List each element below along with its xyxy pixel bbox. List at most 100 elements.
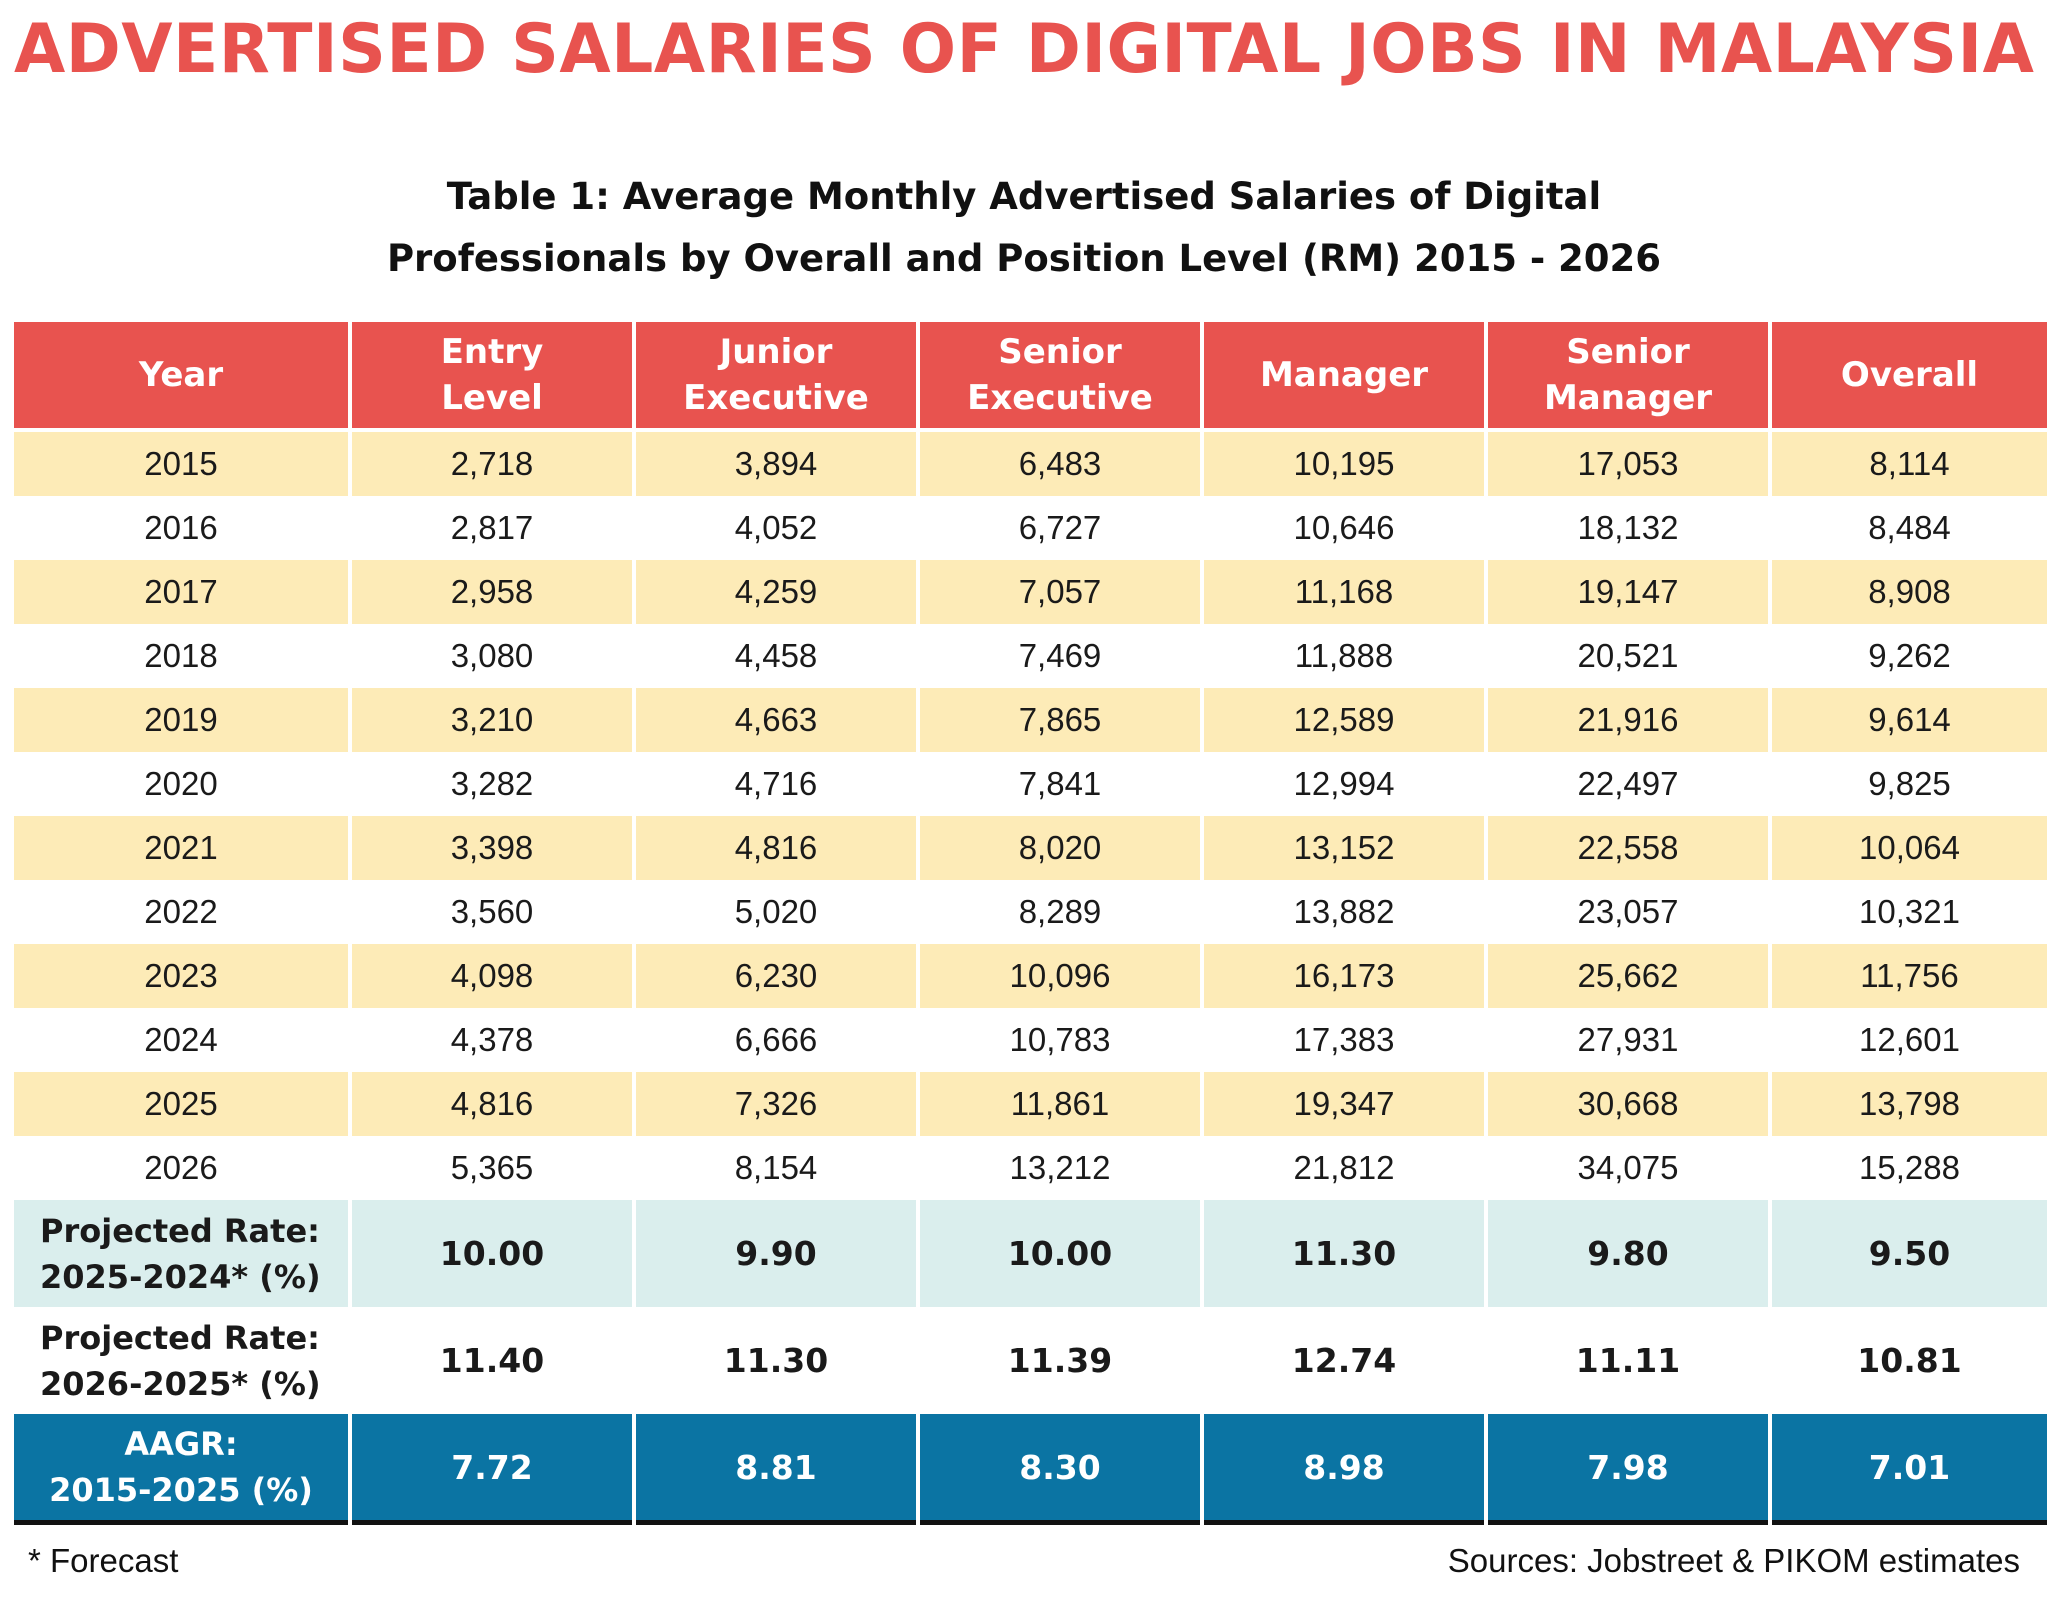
salary-cell: 8,154 [636, 1136, 916, 1200]
rate-cell: 8.81 [636, 1414, 916, 1525]
column-header: Senior Manager [1488, 322, 1768, 432]
column-header-line-1: Overall [1840, 355, 1979, 395]
salary-cell: 4,378 [352, 1008, 632, 1072]
salary-cell: 21,812 [1204, 1136, 1484, 1200]
column-header-line-1: Manager [1259, 355, 1429, 395]
salary-cell: 3,894 [636, 432, 916, 496]
table-row: 2016 2,817 4,052 6,727 10,646 18,132 8,484 [14, 496, 2047, 560]
salary-cell: 4,098 [352, 944, 632, 1008]
salary-cell: 15,288 [1772, 1136, 2047, 1200]
column-header: Manager [1204, 322, 1484, 432]
salary-cell: 13,798 [1772, 1072, 2047, 1136]
table-header-row: Year Entry Level Junior Executive Senior Execu… [14, 322, 2047, 432]
projected-rate-2025-row: Projected Rate: 2025-2024* (%) 10.00 9.90 10… [14, 1200, 2047, 1307]
summary-label-line-1: Projected Rate: [40, 1318, 320, 1357]
table-row: 2022 3,560 5,020 8,289 13,882 23,057 10,321 [14, 880, 2047, 944]
footnote: * Forecast [28, 1542, 179, 1579]
year-cell: 2016 [14, 496, 348, 560]
salary-cell: 13,152 [1204, 816, 1484, 880]
salary-cell: 13,882 [1204, 880, 1484, 944]
salary-cell: 11,168 [1204, 560, 1484, 624]
salary-cell: 4,052 [636, 496, 916, 560]
year-cell: 2025 [14, 1072, 348, 1136]
salary-cell: 10,064 [1772, 816, 2047, 880]
rate-cell: 7.72 [352, 1414, 632, 1525]
table-row: 2026 5,365 8,154 13,212 21,812 34,075 15,288 [14, 1136, 2047, 1200]
headline: ADVERTISED SALARIES OF DIGITAL JOBS IN M… [14, 10, 2035, 89]
salary-cell: 2,718 [352, 432, 632, 496]
salary-cell: 18,132 [1488, 496, 1768, 560]
table-row: 2021 3,398 4,816 8,020 13,152 22,558 10,064 [14, 816, 2047, 880]
projected-rate-2026-row: Projected Rate: 2026-2025* (%) 11.40 11.30 1… [14, 1307, 2047, 1414]
salary-cell: 8,289 [920, 880, 1200, 944]
table-row: 2019 3,210 4,663 7,865 12,589 21,916 9,614 [14, 688, 2047, 752]
salary-cell: 7,841 [920, 752, 1200, 816]
salary-cell: 9,262 [1772, 624, 2047, 688]
salary-cell: 8,114 [1772, 432, 2047, 496]
rate-cell: 8.98 [1204, 1414, 1484, 1525]
table-title-line-2: Professionals by Overall and Position Le… [386, 237, 1662, 280]
salary-cell: 8,484 [1772, 496, 2047, 560]
salary-cell: 17,053 [1488, 432, 1768, 496]
table-title: Table 1: Average Monthly Advertised Sala… [0, 166, 2048, 290]
year-cell: 2020 [14, 752, 348, 816]
salary-cell: 30,668 [1488, 1072, 1768, 1136]
year-cell: 2018 [14, 624, 348, 688]
salary-cell: 7,326 [636, 1072, 916, 1136]
salary-cell: 3,398 [352, 816, 632, 880]
salary-cell: 9,825 [1772, 752, 2047, 816]
summary-label-line-1: Projected Rate: [40, 1211, 320, 1250]
summary-label: AAGR: 2015-2025 (%) [14, 1414, 348, 1525]
column-header: Junior Executive [636, 322, 916, 432]
salary-cell: 10,646 [1204, 496, 1484, 560]
salary-cell: 11,888 [1204, 624, 1484, 688]
table-row: 2023 4,098 6,230 10,096 16,173 25,662 11,756 [14, 944, 2047, 1008]
salary-cell: 20,521 [1488, 624, 1768, 688]
salary-cell: 7,469 [920, 624, 1200, 688]
salary-cell: 10,096 [920, 944, 1200, 1008]
rate-cell: 7.98 [1488, 1414, 1768, 1525]
column-header-line-2: Executive [683, 378, 869, 418]
salary-cell: 4,816 [352, 1072, 632, 1136]
rate-cell: 7.01 [1772, 1414, 2047, 1525]
column-header-line-1: Year [138, 355, 224, 395]
table-body: 2015 2,718 3,894 6,483 10,195 17,053 8,114 2016… [14, 432, 2047, 1525]
salary-cell: 4,716 [636, 752, 916, 816]
rate-cell: 9.80 [1488, 1200, 1768, 1307]
salary-cell: 12,589 [1204, 688, 1484, 752]
rate-cell: 10.00 [920, 1200, 1200, 1307]
year-cell: 2015 [14, 432, 348, 496]
source-note: Sources: Jobstreet & PIKOM estimates [1447, 1542, 2020, 1579]
salary-cell: 7,865 [920, 688, 1200, 752]
table-row: 2017 2,958 4,259 7,057 11,168 19,147 8,908 [14, 560, 2047, 624]
salary-cell: 10,783 [920, 1008, 1200, 1072]
column-header: Senior Executive [920, 322, 1200, 432]
salary-cell: 2,958 [352, 560, 632, 624]
salary-cell: 6,483 [920, 432, 1200, 496]
salary-cell: 25,662 [1488, 944, 1768, 1008]
column-header-line-2: Executive [967, 378, 1153, 418]
aagr-row: AAGR: 2015-2025 (%) 7.72 8.81 8.30 8.98 7.98 7.… [14, 1414, 2047, 1525]
column-header: Overall [1772, 322, 2047, 432]
salary-cell: 3,282 [352, 752, 632, 816]
year-cell: 2021 [14, 816, 348, 880]
salary-cell: 6,666 [636, 1008, 916, 1072]
rate-cell: 12.74 [1204, 1307, 1484, 1414]
column-header-line-1: Senior [998, 332, 1122, 372]
year-cell: 2017 [14, 560, 348, 624]
table-row: 2024 4,378 6,666 10,783 17,383 27,931 12,601 [14, 1008, 2047, 1072]
salary-cell: 12,994 [1204, 752, 1484, 816]
salary-cell: 22,497 [1488, 752, 1768, 816]
summary-label-line-2: 2025-2024* (%) [40, 1257, 321, 1296]
salary-cell: 10,321 [1772, 880, 2047, 944]
table-row: 2018 3,080 4,458 7,469 11,888 20,521 9,262 [14, 624, 2047, 688]
table-row: 2020 3,282 4,716 7,841 12,994 22,497 9,825 [14, 752, 2047, 816]
rate-cell: 10.81 [1772, 1307, 2047, 1414]
salary-cell: 6,230 [636, 944, 916, 1008]
rate-cell: 9.50 [1772, 1200, 2047, 1307]
table-row: 2025 4,816 7,326 11,861 19,347 30,668 13,798 [14, 1072, 2047, 1136]
rate-cell: 11.30 [1204, 1200, 1484, 1307]
salary-table-container: Year Entry Level Junior Executive Senior Execu… [14, 322, 2047, 1525]
salary-cell: 4,458 [636, 624, 916, 688]
salary-cell: 5,020 [636, 880, 916, 944]
